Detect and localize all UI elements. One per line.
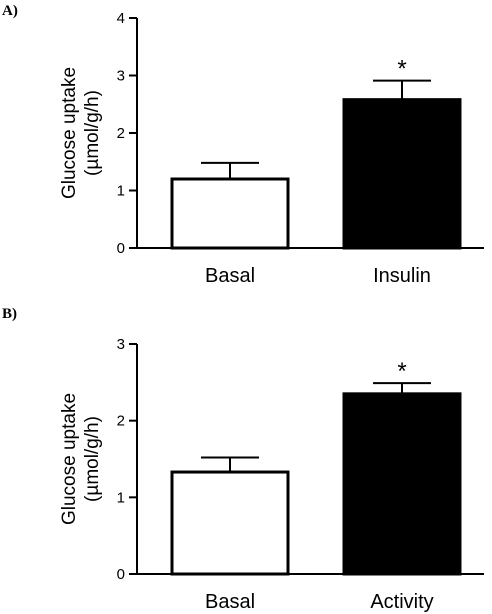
panel-b-ytitle-line2: (µmol/g/h) bbox=[82, 416, 103, 502]
panel-b-label: B) bbox=[2, 306, 17, 322]
panel-b-significance-1: * bbox=[397, 358, 406, 385]
panel-a-significance-1: * bbox=[397, 56, 406, 83]
panel-b-ytick-label-1: 1 bbox=[117, 489, 125, 506]
panel-a-ytick-label-0: 0 bbox=[117, 240, 125, 257]
panel-a-ytick-label-2: 2 bbox=[117, 125, 125, 142]
panel-a-category-label-0: Basal bbox=[205, 265, 255, 287]
panel-b-category-label-1: Activity bbox=[370, 591, 433, 613]
panel-b-ytitle-line1: Glucose uptake bbox=[59, 393, 80, 525]
panel-a-ytitle-line1: Glucose uptake bbox=[59, 67, 80, 199]
panel-a-bar-1 bbox=[342, 98, 462, 250]
panel-b-ytick-label-2: 2 bbox=[117, 413, 125, 430]
panel-b-bar-0 bbox=[170, 470, 290, 576]
panel-a-label: A) bbox=[2, 3, 18, 19]
panel-b-marks: Basal * Activity 0 1 2 3 bbox=[117, 336, 484, 613]
panel-a-ytick-label-4: 4 bbox=[117, 10, 125, 27]
panel-b-category-label-0: Basal bbox=[205, 591, 255, 613]
panel-a-ytick-label-3: 3 bbox=[117, 68, 125, 85]
panel-a-marks: Basal * Insulin 0 1 2 3 4 bbox=[117, 10, 484, 287]
panel-b: B) Glucose uptake (µmol/g/h) Basal * Activ… bbox=[2, 306, 484, 613]
panel-b-bar-1 bbox=[342, 392, 462, 576]
panel-a-ytitle-line2: (µmol/g/h) bbox=[82, 90, 103, 176]
panel-b-ytick-label-0: 0 bbox=[117, 566, 125, 583]
panel-a-ytick-label-1: 1 bbox=[117, 183, 125, 200]
panel-a: A) Glucose uptake (µmol/g/h) Basal * Insul… bbox=[2, 3, 484, 287]
panel-a-category-label-1: Insulin bbox=[373, 265, 431, 287]
panel-b-ytick-label-3: 3 bbox=[117, 336, 125, 353]
panel-a-bar-0 bbox=[170, 177, 290, 250]
